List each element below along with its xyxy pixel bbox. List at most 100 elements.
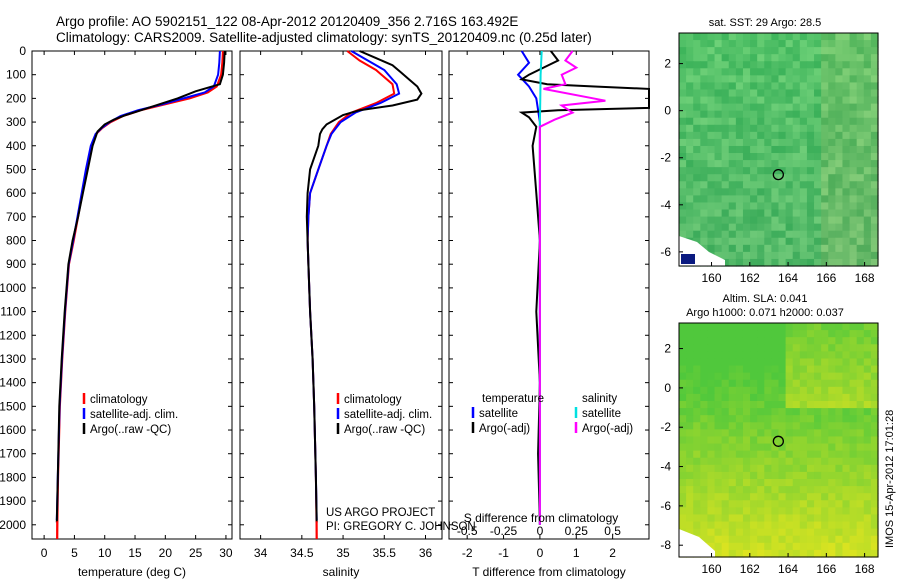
map-cell	[679, 500, 687, 508]
salinity-series-climatology	[306, 50, 396, 540]
map-cell	[707, 209, 716, 218]
map-cell	[721, 209, 730, 218]
map-cell	[849, 429, 858, 438]
map-cell	[792, 216, 801, 225]
map-cell	[714, 344, 723, 352]
map-cell	[742, 507, 751, 516]
map-cell	[693, 174, 701, 182]
map-cell	[714, 471, 723, 480]
map-cell	[679, 436, 687, 445]
map-cell	[799, 535, 808, 544]
map-cell	[814, 471, 822, 480]
map-cell	[686, 153, 694, 161]
map-cell	[835, 500, 844, 508]
map-cell	[778, 443, 787, 452]
map-cell	[686, 450, 694, 459]
map-cell	[757, 117, 765, 126]
map-cell	[771, 535, 780, 544]
map-cell	[771, 251, 780, 260]
map-cell	[792, 96, 801, 105]
map-cell	[821, 408, 829, 416]
map-cell	[742, 535, 751, 544]
map-cell	[700, 365, 709, 374]
x-tick-label: 5	[71, 546, 78, 560]
map-cell	[814, 500, 822, 508]
map-cell	[870, 89, 879, 98]
map-cell	[821, 365, 829, 374]
map-cell	[735, 160, 744, 168]
map-cell	[721, 258, 730, 267]
map-cell	[799, 493, 808, 501]
map-cell	[799, 153, 808, 161]
map-cell	[863, 379, 872, 388]
map-cell	[742, 209, 751, 218]
map-cell	[785, 33, 794, 41]
map-cell	[728, 89, 737, 98]
map-cell	[785, 401, 794, 409]
s-diff-tick-label: -0.25	[490, 524, 518, 538]
map-cell	[750, 195, 758, 204]
map-cell	[707, 535, 716, 544]
map-cell	[714, 202, 723, 211]
map-cell	[856, 33, 865, 41]
map-cell	[693, 167, 701, 175]
map-cell	[728, 358, 737, 367]
map-cell	[863, 33, 872, 41]
map-cell	[856, 216, 865, 225]
map-cell	[757, 40, 765, 48]
map-cell	[814, 379, 822, 388]
map-cell	[835, 138, 844, 147]
map-cell	[714, 535, 723, 544]
map-cell	[870, 209, 879, 218]
map-cell	[856, 549, 865, 558]
map-cell	[742, 82, 751, 91]
map-cell	[679, 61, 687, 69]
map-cell	[792, 479, 801, 487]
map-cell	[728, 195, 737, 204]
map-cell	[856, 89, 865, 98]
map-cell	[679, 33, 687, 41]
map-cell	[771, 89, 780, 98]
map-cell	[778, 75, 787, 84]
map-cell	[693, 131, 701, 140]
map-cell	[686, 408, 694, 416]
map-cell	[679, 68, 687, 76]
map-cell	[792, 40, 801, 48]
map-cell	[835, 223, 844, 232]
map-cell	[835, 61, 844, 69]
map-y-tick-label: -6	[660, 499, 671, 513]
map-cell	[679, 117, 687, 126]
map-cell	[870, 124, 879, 133]
map-cell	[764, 471, 772, 480]
map-cell	[870, 450, 879, 459]
map-cell	[686, 174, 694, 182]
map-cell	[771, 40, 780, 48]
map-cell	[686, 131, 694, 140]
map-cell	[799, 40, 808, 48]
map-cell	[828, 138, 836, 147]
map-cell	[785, 54, 794, 62]
map-cell	[842, 493, 851, 501]
map-x-tick-label: 160	[702, 562, 722, 576]
map-cell	[821, 471, 829, 480]
map-cell	[785, 514, 794, 523]
map-cell	[835, 174, 844, 182]
map-cell	[742, 500, 751, 508]
map-cell	[750, 464, 758, 473]
map-cell	[707, 542, 716, 551]
map-cell	[679, 521, 687, 530]
map-cell	[679, 181, 687, 189]
map-cell	[856, 422, 865, 430]
map-cell	[835, 258, 844, 267]
map-cell	[856, 230, 865, 239]
map-cell	[792, 54, 801, 62]
map-cell	[814, 216, 822, 225]
map-cell	[870, 372, 879, 381]
depth-tick-label: 500	[6, 162, 26, 176]
legend-label: satellite	[582, 408, 621, 420]
map-cell	[849, 117, 858, 126]
map-cell	[785, 110, 794, 119]
map-cell	[707, 61, 716, 69]
map-cell	[679, 230, 687, 239]
map-cell	[693, 103, 701, 112]
